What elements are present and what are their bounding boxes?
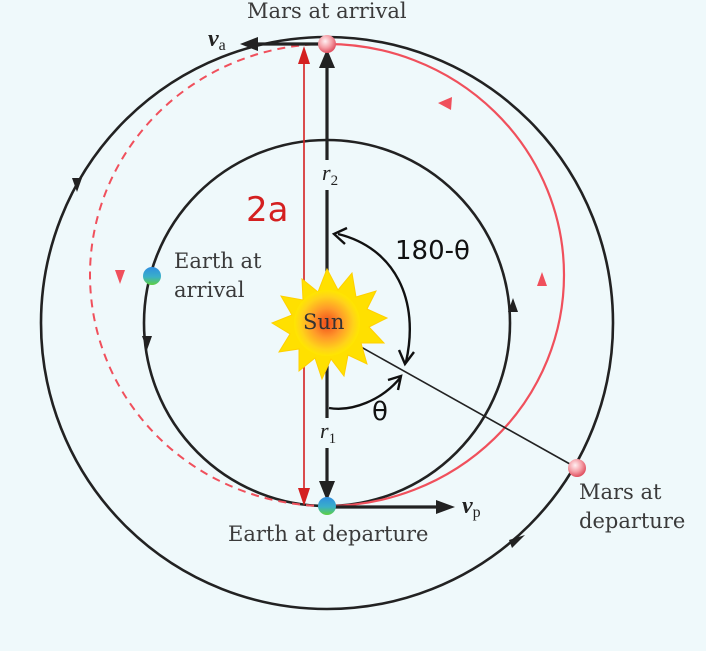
r2-arrowhead bbox=[319, 49, 335, 68]
semi-major-axis-arrowhead-top bbox=[298, 46, 310, 64]
theta-angle-label: θ bbox=[372, 397, 388, 427]
mars-at-arrival-label: Mars at arrival bbox=[247, 0, 407, 23]
mars-at-arrival-planet bbox=[318, 35, 336, 53]
transfer-arrow-dashed bbox=[115, 270, 125, 284]
transfer-arrow-right bbox=[537, 272, 547, 286]
supplement-angle-arc bbox=[337, 232, 411, 363]
mars-at-departure-label-line2: departure bbox=[579, 509, 686, 533]
supplement-angle-arrowhead-bottom bbox=[397, 349, 415, 367]
transfer-orbit-solid bbox=[326, 42, 566, 508]
vp-label: vp bbox=[462, 493, 481, 522]
transfer-orbit-dashed bbox=[89, 43, 328, 507]
vp-symbol: v bbox=[462, 493, 473, 519]
theta-angle-arc bbox=[328, 377, 401, 410]
supplement-angle-arrowhead-top bbox=[331, 226, 348, 245]
va-arrowhead bbox=[240, 37, 258, 51]
r2-symbol: r bbox=[322, 160, 331, 185]
earth-orbit-arrow-right bbox=[508, 298, 518, 312]
mars-orbit-arrow-left bbox=[72, 178, 82, 192]
earth-at-arrival-label-line1: Earth at bbox=[174, 249, 262, 273]
vp-subscript: p bbox=[472, 504, 481, 521]
r2-label: r2 bbox=[321, 160, 340, 190]
earth-at-arrival-planet bbox=[143, 267, 161, 285]
mars-at-departure-planet bbox=[568, 459, 586, 477]
earth-at-arrival-label-line2: arrival bbox=[174, 278, 245, 302]
theta-angle-arrowhead bbox=[387, 374, 403, 391]
va-label: va bbox=[208, 26, 226, 55]
transfer-arrow-upper bbox=[438, 97, 452, 110]
r1-label: r1 bbox=[319, 418, 338, 448]
earth-orbit-arrow-left bbox=[142, 336, 152, 350]
semi-major-axis-label: 2a bbox=[246, 190, 289, 230]
r1-subscript: 1 bbox=[328, 431, 337, 447]
mars-orbit-arrow-bottom bbox=[509, 535, 525, 548]
mars-at-departure-label-line1: Mars at bbox=[579, 480, 662, 504]
semi-major-axis-arrowhead-bottom bbox=[298, 488, 310, 506]
earth-at-departure-label: Earth at departure bbox=[228, 522, 429, 546]
sun-to-mars-departure-line bbox=[344, 337, 578, 469]
va-symbol: v bbox=[208, 26, 219, 52]
r1-symbol: r bbox=[320, 418, 329, 443]
sun-core bbox=[294, 290, 360, 356]
r2-subscript: 2 bbox=[330, 173, 339, 189]
vp-arrowhead bbox=[436, 500, 455, 514]
sun-label: Sun bbox=[303, 310, 345, 334]
earth-at-departure-planet bbox=[318, 497, 336, 515]
r1-arrowhead bbox=[319, 481, 335, 501]
supplement-angle-label: 180-θ bbox=[395, 236, 470, 266]
va-subscript: a bbox=[218, 37, 226, 54]
sun bbox=[270, 267, 389, 381]
